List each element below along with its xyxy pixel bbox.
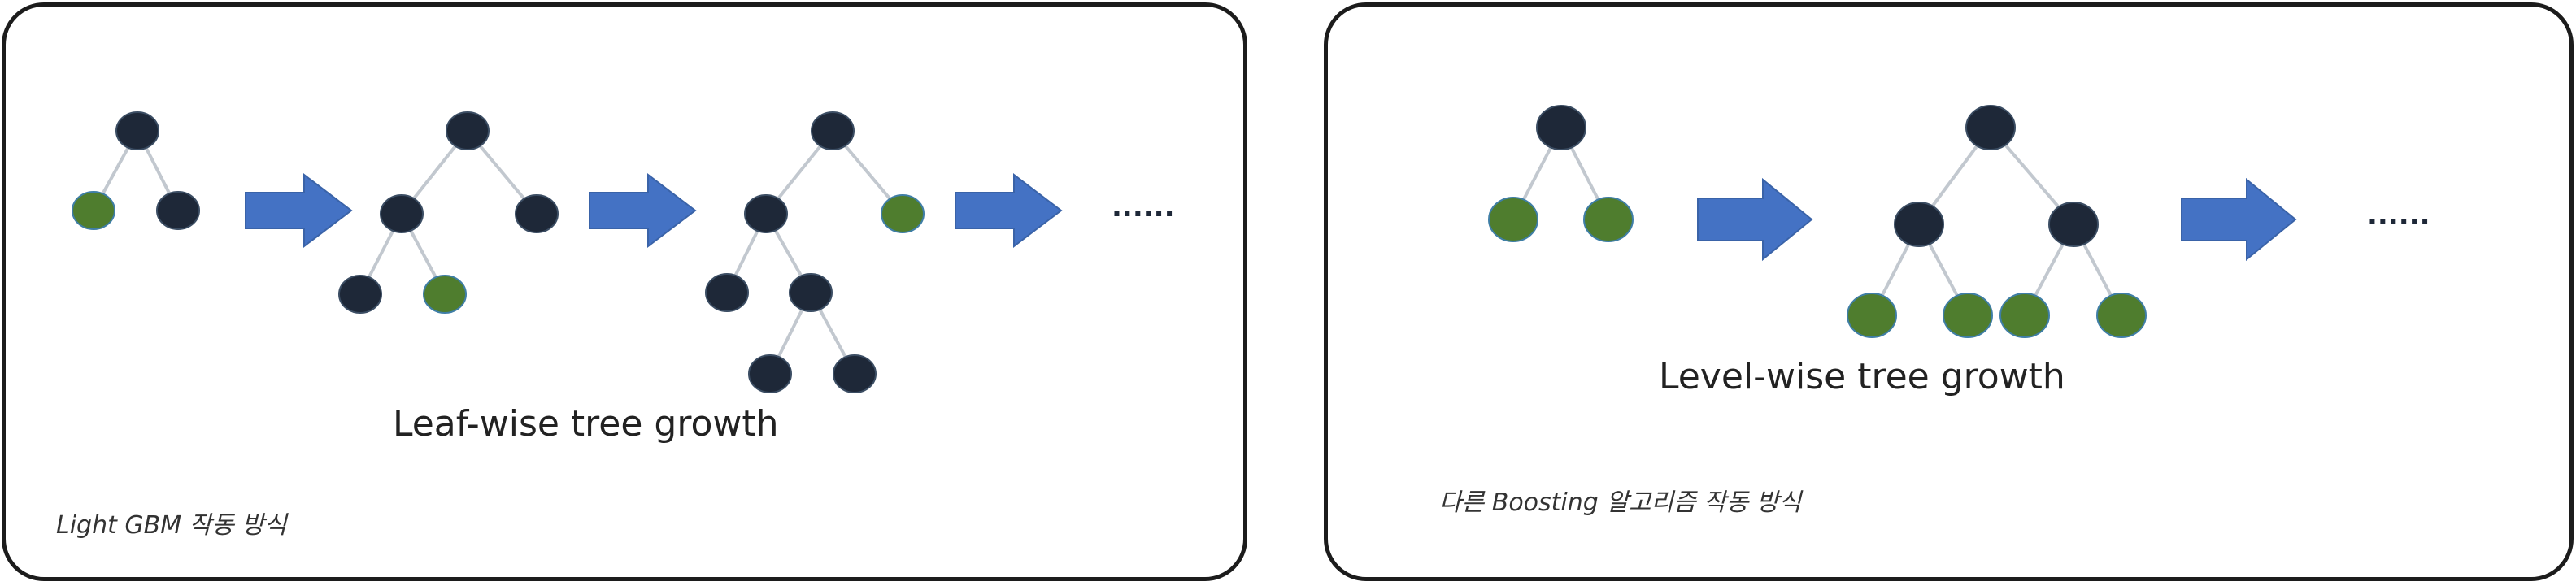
level-wise-diagram: ...... Level-wise tree growth 다른 Boostin…: [1439, 105, 2430, 517]
tree-node-dark: [705, 273, 749, 312]
diagram-title: Level-wise tree growth: [1659, 356, 2065, 397]
level-wise-panel: ...... Level-wise tree growth 다른 Boostin…: [1324, 2, 2574, 581]
level-wise-tree-step-1: [1488, 105, 1634, 242]
tree-node-green: [881, 194, 925, 233]
tree-node-dark: [115, 111, 159, 150]
right-arrow-icon: [2181, 177, 2297, 262]
leaf-wise-tree-step-1: [72, 111, 200, 230]
tree-node-dark: [1536, 105, 1586, 150]
tree-node-dark: [1894, 202, 1944, 247]
tree-node-green: [1847, 293, 1897, 338]
tree-node-dark: [789, 273, 833, 312]
right-arrow-icon: [245, 172, 353, 249]
tree-node-dark: [811, 111, 855, 150]
tree-node-dark: [748, 354, 792, 393]
leaf-wise-diagram: ...... Leaf-wise tree growth Light GBM 작…: [56, 111, 1175, 540]
tree-node-dark: [446, 111, 490, 150]
tree-node-dark: [338, 275, 382, 314]
level-wise-tree-step-2: [1847, 105, 2147, 338]
leaf-wise-tree-step-2: [338, 111, 559, 314]
tree-node-green: [1943, 293, 1993, 338]
continuation-dots: ......: [1112, 191, 1175, 224]
tree-node-green: [72, 191, 115, 230]
diagram-caption: Light GBM 작동 방식: [56, 511, 289, 540]
leaf-wise-panel: ...... Leaf-wise tree growth Light GBM 작…: [2, 2, 1247, 581]
tree-node-dark: [744, 194, 788, 233]
tree-node-green: [1583, 197, 1634, 242]
right-arrow-icon: [1697, 177, 1813, 262]
tree-node-dark: [515, 194, 559, 233]
tree-node-green: [423, 275, 467, 314]
right-arrow-icon: [589, 172, 697, 249]
tree-node-green: [2096, 293, 2147, 338]
tree-node-dark: [380, 194, 424, 233]
diagram-caption: 다른 Boosting 알고리즘 작동 방식: [1439, 488, 1804, 517]
tree-node-dark: [833, 354, 877, 393]
leaf-wise-tree-step-3: [705, 111, 925, 393]
tree-node-green: [1999, 293, 2050, 338]
tree-node-dark: [156, 191, 200, 230]
tree-node-green: [1488, 197, 1538, 242]
right-arrow-icon: [955, 172, 1063, 249]
tree-node-dark: [2048, 202, 2099, 247]
continuation-dots: ......: [2367, 199, 2430, 232]
tree-node-dark: [1965, 105, 2016, 150]
diagram-title: Leaf-wise tree growth: [393, 403, 779, 445]
